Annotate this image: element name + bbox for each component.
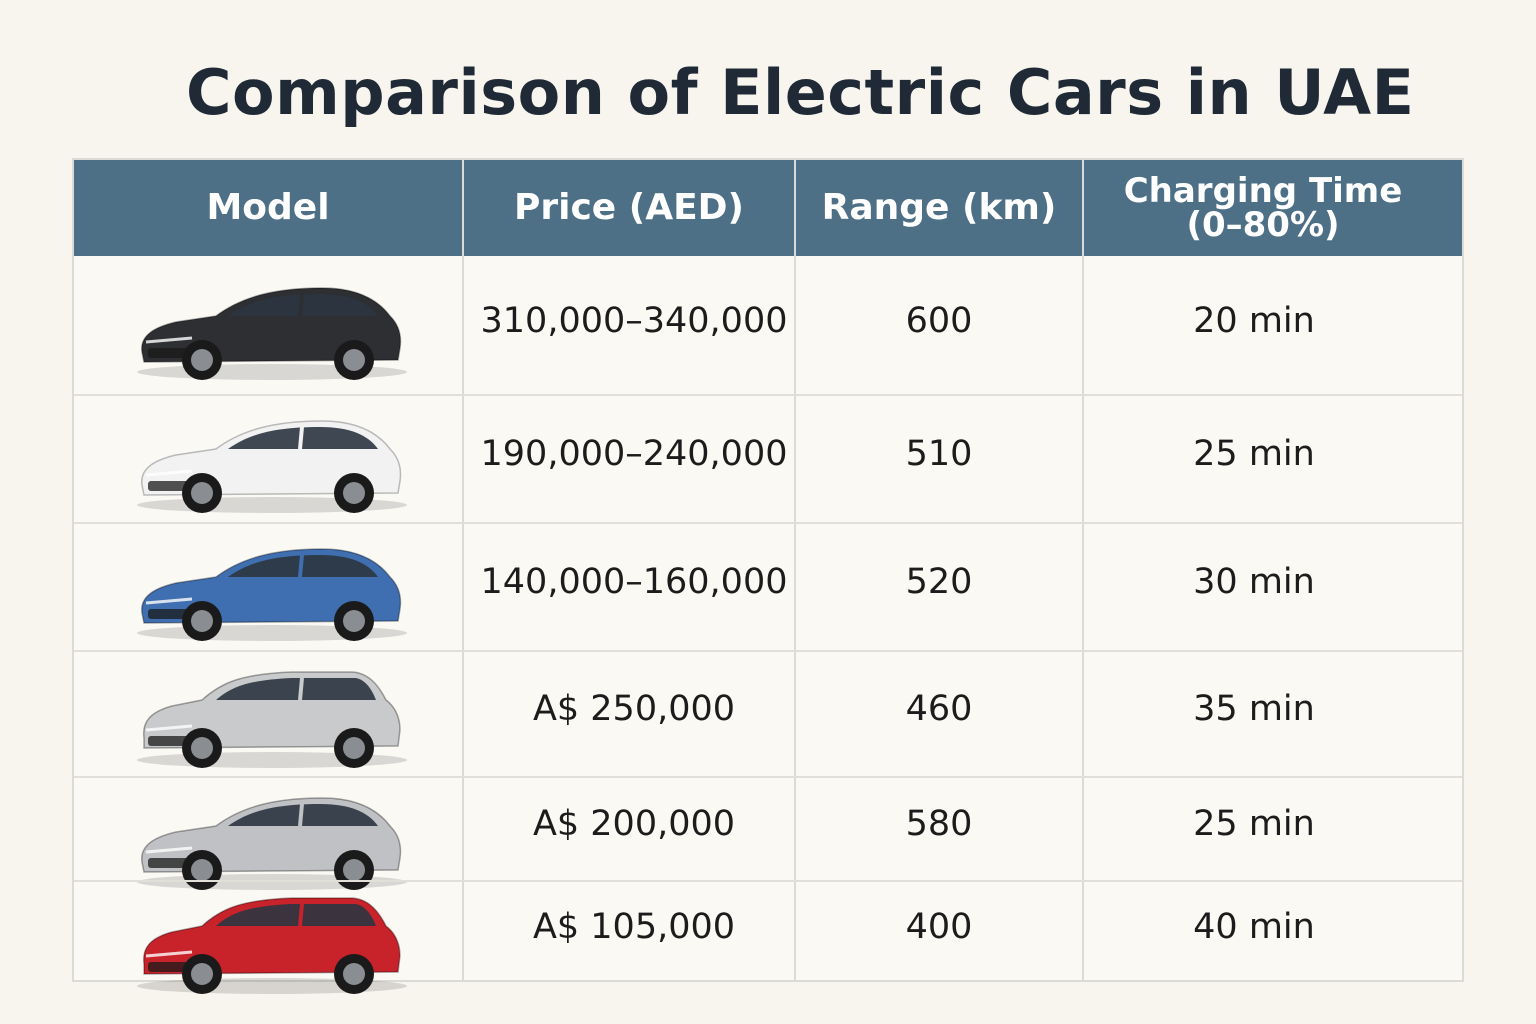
car-image bbox=[132, 272, 412, 391]
row-divider bbox=[74, 522, 1462, 524]
page-title: Comparison of Electric Cars in UAE bbox=[186, 56, 1415, 129]
price-cell: A$ 250,000 bbox=[532, 689, 736, 729]
column-divider bbox=[462, 160, 464, 980]
range-cell: 600 bbox=[905, 301, 973, 341]
charging-cell: 25 min bbox=[1193, 804, 1315, 844]
price-cell: 140,000–160,000 bbox=[480, 562, 788, 602]
charging-cell: 25 min bbox=[1193, 434, 1315, 474]
charging-cell: 35 min bbox=[1193, 689, 1315, 729]
comparison-table: Model Price (AED) Range (km) Charging Ti… bbox=[72, 158, 1464, 994]
price-cell: 310,000–340,000 bbox=[480, 301, 788, 341]
header-charging-line1: Charging Time bbox=[1123, 171, 1403, 211]
column-divider bbox=[1082, 160, 1084, 980]
range-cell: 400 bbox=[905, 907, 973, 947]
charging-cell: 40 min bbox=[1193, 907, 1315, 947]
row-divider bbox=[74, 880, 1462, 882]
car-image bbox=[132, 886, 412, 1005]
price-cell: A$ 105,000 bbox=[532, 907, 736, 947]
row-divider bbox=[74, 776, 1462, 778]
row-divider bbox=[74, 394, 1462, 396]
charging-cell: 20 min bbox=[1193, 301, 1315, 341]
price-cell: A$ 200,000 bbox=[532, 804, 736, 844]
car-image bbox=[132, 782, 412, 901]
header-model: Model bbox=[206, 187, 330, 228]
range-cell: 510 bbox=[905, 434, 973, 474]
header-price: Price (AED) bbox=[513, 187, 744, 228]
range-cell: 520 bbox=[905, 562, 973, 602]
car-image bbox=[132, 533, 412, 652]
charging-cell: 30 min bbox=[1193, 562, 1315, 602]
header-charging: Charging Time (0–80%) bbox=[1084, 160, 1442, 256]
header-charging-line2: (0–80%) bbox=[1186, 205, 1340, 245]
table-header: Model Price (AED) Range (km) Charging Ti… bbox=[74, 160, 1462, 256]
header-range: Range (km) bbox=[821, 187, 1057, 228]
column-divider bbox=[794, 160, 796, 980]
car-image bbox=[132, 660, 412, 779]
car-image bbox=[132, 405, 412, 524]
price-cell: 190,000–240,000 bbox=[480, 434, 788, 474]
range-cell: 580 bbox=[905, 804, 973, 844]
range-cell: 460 bbox=[905, 689, 973, 729]
row-divider bbox=[74, 650, 1462, 652]
